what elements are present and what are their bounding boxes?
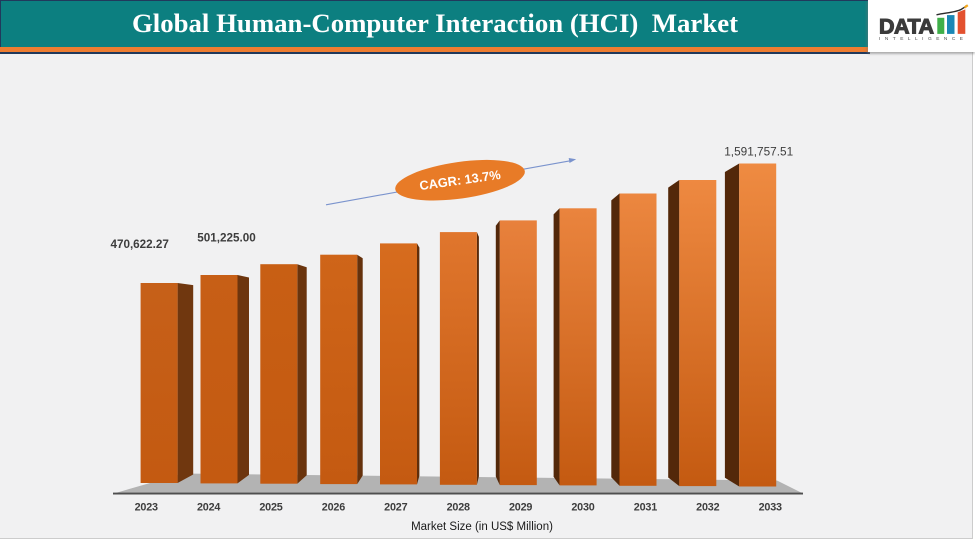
svg-text:DATA: DATA (879, 14, 934, 38)
svg-text:2033: 2033 (759, 502, 782, 514)
svg-text:2028: 2028 (447, 502, 470, 514)
svg-text:1,591,757.51: 1,591,757.51 (724, 145, 793, 159)
svg-text:2025: 2025 (259, 502, 282, 514)
svg-text:501,225.00: 501,225.00 (197, 232, 256, 245)
svg-text:2024: 2024 (197, 502, 220, 514)
svg-text:2026: 2026 (322, 502, 345, 514)
svg-text:470,622.27: 470,622.27 (110, 238, 169, 251)
svg-text:Market Size (in US$ Million): Market Size (in US$ Million) (411, 521, 553, 533)
svg-text:2030: 2030 (571, 502, 594, 514)
svg-text:2023: 2023 (135, 502, 158, 514)
svg-text:2029: 2029 (509, 502, 532, 514)
svg-text:2032: 2032 (696, 502, 719, 514)
svg-text:2031: 2031 (634, 502, 657, 514)
svg-text:2027: 2027 (384, 502, 407, 514)
